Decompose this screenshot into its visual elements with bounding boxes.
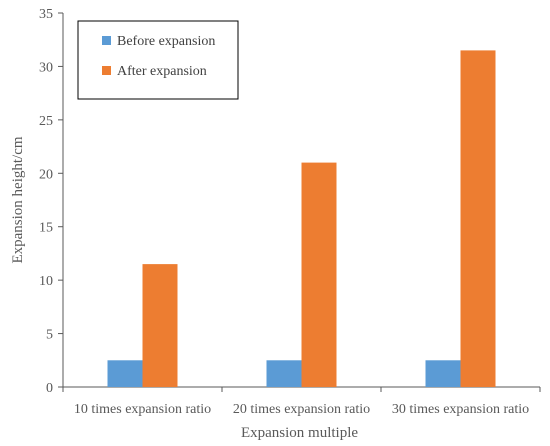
y-tick-label: 25 bbox=[39, 114, 53, 129]
y-axis: 0 5 10 15 20 25 30 35 bbox=[39, 7, 64, 396]
x-tick-label: 30 times expansion ratio bbox=[392, 402, 529, 417]
y-tick-label: 15 bbox=[39, 221, 53, 236]
legend-box bbox=[77, 20, 239, 100]
x-axis: 10 times expansion ratio 20 times expansi… bbox=[62, 386, 541, 417]
legend-swatch bbox=[102, 66, 111, 75]
y-tick-label: 5 bbox=[46, 328, 53, 343]
bar-before-expansion bbox=[425, 360, 461, 387]
bar-after-expansion bbox=[142, 264, 178, 387]
legend-label: Before expansion bbox=[117, 34, 215, 49]
bar-before-expansion bbox=[107, 360, 143, 387]
bars bbox=[107, 50, 496, 388]
y-axis-title: Expansion height/cm bbox=[10, 136, 26, 263]
y-tick-label: 35 bbox=[39, 7, 53, 22]
bar-after-expansion bbox=[460, 50, 496, 388]
x-tick-label: 20 times expansion ratio bbox=[233, 402, 370, 417]
legend-label: After expansion bbox=[117, 64, 207, 79]
bar-before-expansion bbox=[266, 360, 302, 387]
y-tick-label: 10 bbox=[39, 274, 53, 289]
y-tick-label: 20 bbox=[39, 167, 53, 182]
y-tick-label: 0 bbox=[46, 381, 53, 396]
legend: Before expansion After expansion bbox=[77, 20, 239, 100]
bar-after-expansion bbox=[301, 162, 337, 387]
y-tick-label: 30 bbox=[39, 60, 53, 75]
legend-swatch bbox=[102, 36, 111, 45]
x-axis-title: Expansion multiple bbox=[241, 425, 358, 441]
x-tick-label: 10 times expansion ratio bbox=[74, 402, 211, 417]
